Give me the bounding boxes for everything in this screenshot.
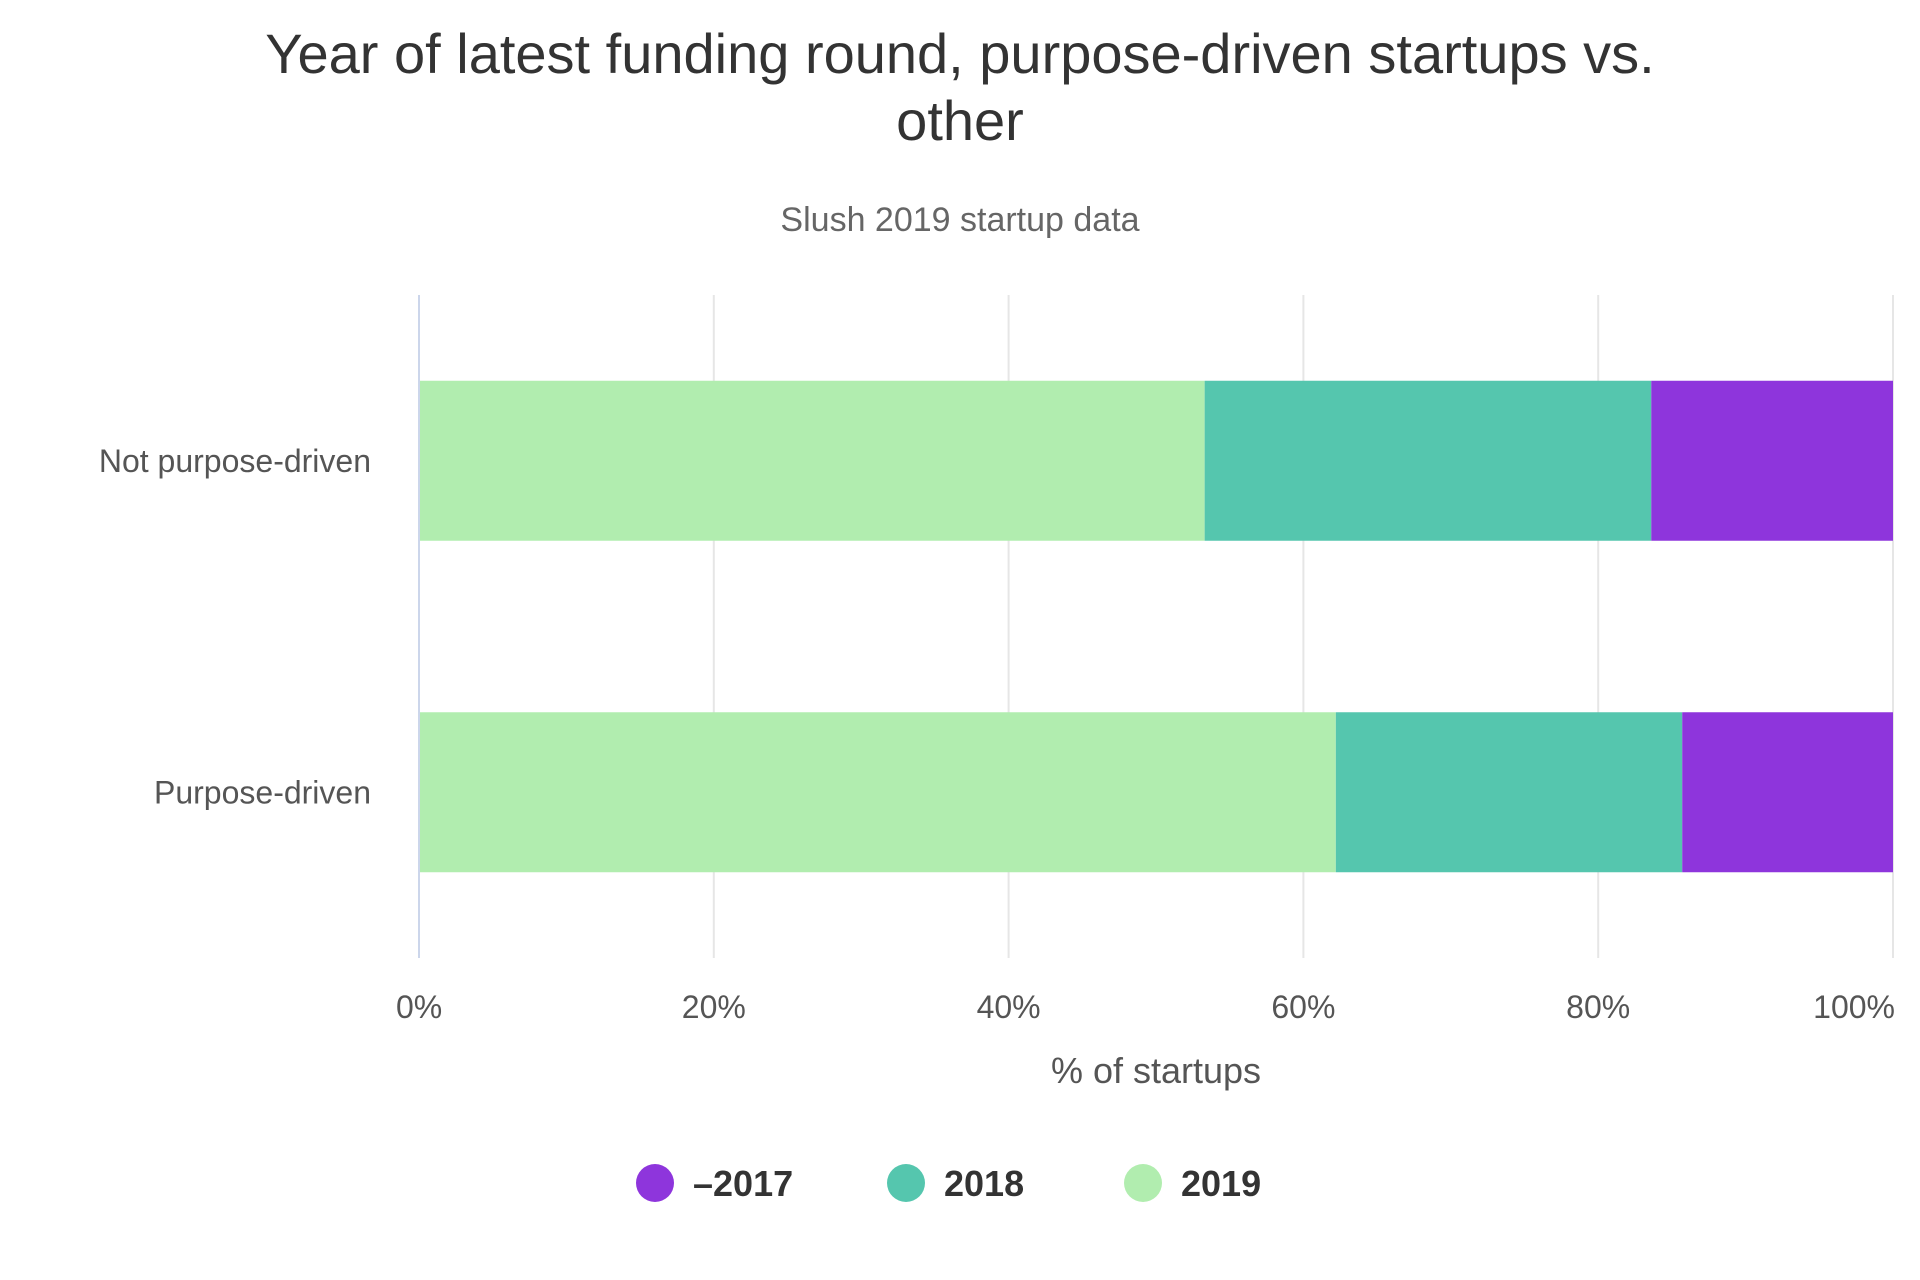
bar-segment[interactable]: [1651, 380, 1893, 541]
legend-label: 2019: [1181, 1163, 1261, 1204]
category-labels: Not purpose-driven Purpose-driven: [99, 443, 371, 811]
bar-segment[interactable]: [419, 380, 1205, 541]
x-tick-label: 20%: [682, 989, 746, 1025]
bar-segment[interactable]: [419, 712, 1336, 873]
category-label: Purpose-driven: [154, 774, 371, 810]
chart-title: Year of latest funding round, purpose-dr…: [265, 22, 1654, 85]
category-label: Not purpose-driven: [99, 443, 371, 479]
legend: –2017 2018 2019: [636, 1163, 1261, 1204]
x-tick-label: 0%: [396, 989, 442, 1025]
x-axis-ticks: 0% 20% 40% 60% 80% 100%: [396, 989, 1895, 1025]
x-tick-label: 40%: [977, 989, 1041, 1025]
legend-marker: [636, 1164, 674, 1202]
chart-title-line-2: other: [896, 89, 1024, 152]
x-tick-label: 100%: [1813, 989, 1895, 1025]
bar-segment[interactable]: [1682, 712, 1893, 873]
legend-marker: [887, 1164, 925, 1202]
bar-segment[interactable]: [1335, 712, 1683, 873]
legend-label: 2018: [944, 1163, 1024, 1204]
legend-item[interactable]: –2017: [636, 1163, 793, 1204]
bar-segment[interactable]: [1204, 380, 1652, 541]
x-tick-label: 80%: [1566, 989, 1630, 1025]
x-axis-title: % of startups: [1051, 1050, 1261, 1091]
chart-subtitle: Slush 2019 startup data: [780, 201, 1139, 239]
legend-item[interactable]: 2019: [1124, 1163, 1261, 1204]
legend-item[interactable]: 2018: [887, 1163, 1024, 1204]
legend-marker: [1124, 1164, 1162, 1202]
legend-label: –2017: [693, 1163, 793, 1204]
bars: [419, 380, 1893, 873]
x-tick-label: 60%: [1271, 989, 1335, 1025]
